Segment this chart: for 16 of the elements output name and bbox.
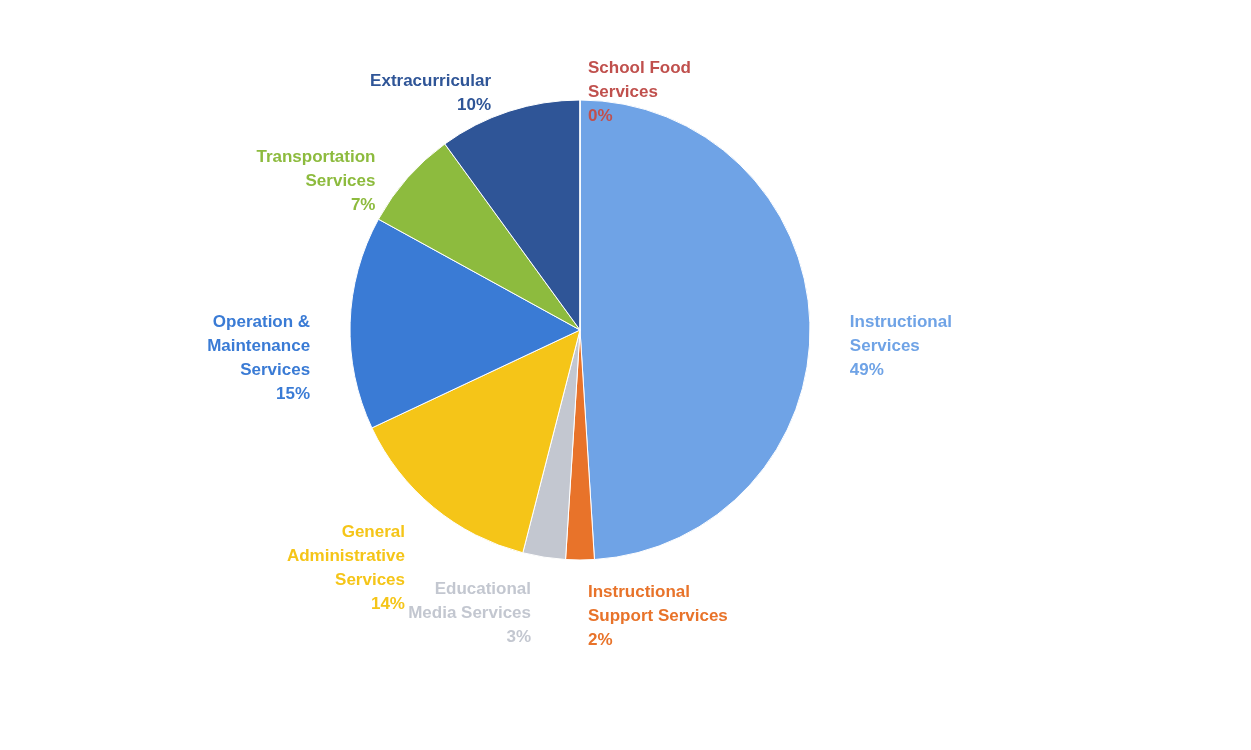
slice-label: General Administrative Services	[286, 521, 405, 589]
data-label: 49%	[849, 359, 884, 379]
text: 0%	[588, 106, 613, 125]
slice-label: Extracurricular	[370, 70, 492, 90]
data-label: 7%	[350, 194, 376, 214]
data-label: 2%	[588, 630, 613, 649]
slice-label: Transportation Services	[256, 146, 376, 190]
data-label: 10%	[457, 94, 492, 114]
slice-label: Instructional Services	[849, 311, 952, 355]
slice-label: Educational Media Services	[408, 578, 532, 622]
category-label: School Food Services	[588, 58, 691, 101]
data-label: 14%	[370, 593, 405, 613]
data-label: 15%	[276, 383, 311, 403]
slice-label: Operation & Maintenance Services	[207, 311, 311, 379]
slice-label: Instructional Support Services	[588, 582, 728, 625]
data-label: 3%	[506, 626, 532, 646]
